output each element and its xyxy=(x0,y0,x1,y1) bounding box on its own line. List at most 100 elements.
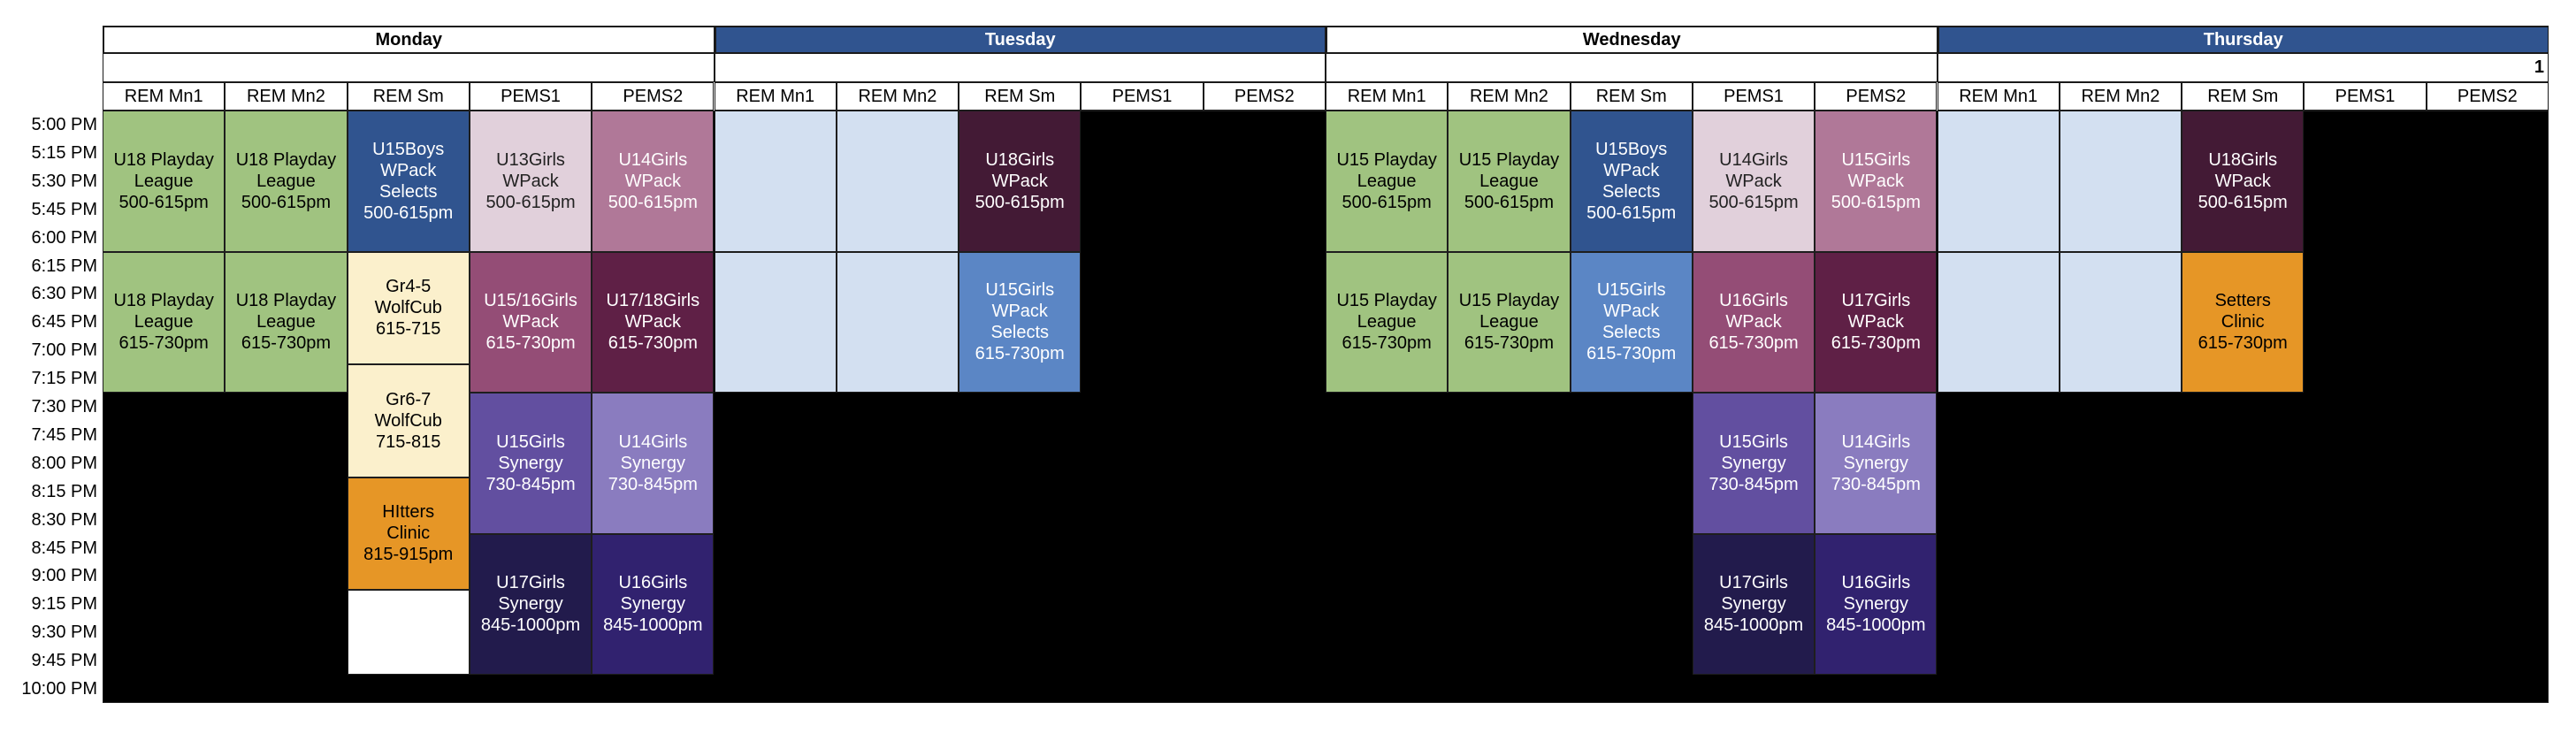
empty-slot[interactable] xyxy=(347,590,470,675)
column-header: REM Mn2 xyxy=(2059,82,2182,111)
event-text-line: 500-615pm xyxy=(1586,202,1677,223)
empty-slot[interactable] xyxy=(836,111,959,252)
time-label: 7:30 PM xyxy=(31,397,97,416)
empty-slot[interactable] xyxy=(714,111,837,252)
schedule-event[interactable]: U16Girls Synergy 845-1000pm xyxy=(592,533,715,675)
schedule-event[interactable]: U16Girls WPack 615-730pm xyxy=(1692,251,1815,393)
schedule-event[interactable]: Setters Clinic 615-730pm xyxy=(2182,251,2305,393)
event-text-line: Gr4-5 xyxy=(386,277,432,297)
empty-slot[interactable] xyxy=(836,251,959,393)
schedule-event[interactable]: U14Girls WPack 500-615pm xyxy=(1692,111,1815,252)
schedule-event[interactable]: HItters Clinic 815-915pm xyxy=(347,477,470,591)
event-text-line: 500-615pm xyxy=(241,192,332,212)
empty-slot[interactable] xyxy=(2059,251,2182,393)
event-text-line: Synergy xyxy=(1721,453,1786,473)
event-text-line: 615-730pm xyxy=(1342,333,1432,354)
time-label: 7:00 PM xyxy=(31,340,97,361)
event-text-line: U14Girls xyxy=(1841,432,1911,452)
schedule-event[interactable]: U18 Playday League 615-730pm xyxy=(225,251,348,393)
schedule-event[interactable]: U17/18Girls WPack 615-730pm xyxy=(592,251,715,393)
empty-slot[interactable] xyxy=(714,251,837,393)
event-text-line: WPack xyxy=(1847,312,1904,332)
schedule-event[interactable]: U15Girls Synergy 730-845pm xyxy=(1692,393,1815,534)
event-text-line: 615-715 xyxy=(376,319,441,340)
event-text-line: WolfCub xyxy=(374,298,442,318)
event-text-line: U14Girls xyxy=(1719,149,1788,170)
event-text-line: 500-615pm xyxy=(363,202,454,223)
schedule-event[interactable]: U18 Playday League 500-615pm xyxy=(103,111,225,252)
schedule-event[interactable]: U15 Playday League 615-730pm xyxy=(1448,251,1571,393)
schedule-event[interactable]: U15Girls Synergy 730-845pm xyxy=(469,393,592,534)
column-header: PEMS1 xyxy=(2304,82,2427,111)
event-text-line: U15Boys xyxy=(1595,139,1668,159)
schedule-event[interactable]: U14Girls WPack 500-615pm xyxy=(592,111,715,252)
time-label: 9:15 PM xyxy=(31,594,97,615)
schedule-event[interactable]: U15 Playday League 500-615pm xyxy=(1448,111,1571,252)
schedule-event[interactable]: U18 Playday League 500-615pm xyxy=(225,111,348,252)
schedule-event[interactable]: U15/16Girls WPack 615-730pm xyxy=(469,251,592,393)
schedule-event[interactable]: U18 Playday League 615-730pm xyxy=(103,251,225,393)
column-header: PEMS1 xyxy=(1081,82,1204,111)
schedule-event[interactable]: U17Girls WPack 615-730pm xyxy=(1815,251,1938,393)
schedule-event[interactable]: U14Girls Synergy 730-845pm xyxy=(592,393,715,534)
event-text-line: U15Girls xyxy=(496,432,565,452)
schedule-event[interactable]: U15Boys WPack Selects 500-615pm xyxy=(347,111,470,252)
schedule-event[interactable]: U15Girls WPack Selects 615-730pm xyxy=(1570,251,1693,393)
event-text-line: League xyxy=(256,171,316,191)
column-header: REM Sm xyxy=(2182,82,2305,111)
day-header-tuesday: Tuesday xyxy=(714,26,1326,54)
day-header-wednesday: Wednesday xyxy=(1326,26,1938,54)
event-text-line: 845-1000pm xyxy=(1703,615,1804,636)
column-header: PEMS1 xyxy=(1692,82,1815,111)
time-label: 5:30 PM xyxy=(31,171,97,191)
event-text-line: Synergy xyxy=(1843,453,1909,473)
event-text-line: U18Girls xyxy=(985,149,1055,170)
event-text-line: Selects xyxy=(1601,181,1661,202)
time-label: 5:45 PM xyxy=(31,199,97,219)
schedule-event[interactable]: U13Girls WPack 500-615pm xyxy=(469,111,592,252)
event-text-line: League xyxy=(1357,312,1417,332)
schedule-event[interactable]: U18Girls WPack 500-615pm xyxy=(2182,111,2305,252)
schedule-event[interactable]: U15Girls WPack 500-615pm xyxy=(1815,111,1938,252)
event-text-line: 615-730pm xyxy=(2198,333,2288,354)
schedule-event[interactable]: Gr4-5 WolfCub 615-715 xyxy=(347,251,470,365)
time-label: 9:30 PM xyxy=(31,623,97,643)
schedule-event[interactable]: U15Girls WPack Selects 615-730pm xyxy=(959,251,1082,393)
schedule-event[interactable]: U16Girls Synergy 845-1000pm xyxy=(1815,533,1938,675)
column-header: PEMS2 xyxy=(1203,82,1326,111)
schedule-event[interactable]: U15Boys WPack Selects 500-615pm xyxy=(1570,111,1693,252)
event-text-line: 815-915pm xyxy=(363,545,454,565)
time-label: 6:45 PM xyxy=(31,312,97,332)
schedule-event[interactable]: Gr6-7 WolfCub 715-815 xyxy=(347,364,470,477)
schedule-event[interactable]: U14Girls Synergy 730-845pm xyxy=(1815,393,1938,534)
schedule-event[interactable]: U15 Playday League 500-615pm xyxy=(1326,111,1449,252)
empty-slot[interactable] xyxy=(2059,111,2182,252)
time-label: 5:00 PM xyxy=(31,115,97,134)
schedule-event[interactable]: U15 Playday League 615-730pm xyxy=(1326,251,1449,393)
event-text-line: U17Girls xyxy=(1719,573,1788,593)
event-text-line: Selects xyxy=(1601,323,1661,343)
event-text-line: 500-615pm xyxy=(1464,192,1555,212)
event-text-line: Setters xyxy=(2214,291,2271,311)
day-header-monday: Monday xyxy=(103,26,715,54)
event-text-line: League xyxy=(1357,171,1417,191)
column-header: REM Sm xyxy=(959,82,1082,111)
column-header: REM Mn1 xyxy=(714,82,837,111)
event-text-line: U18 Playday xyxy=(113,149,214,170)
event-text-line: WPack xyxy=(380,160,437,180)
schedule-event[interactable]: U17Girls Synergy 845-1000pm xyxy=(1692,533,1815,675)
schedule-event[interactable]: U17Girls Synergy 845-1000pm xyxy=(469,533,592,675)
event-text-line: U15 Playday xyxy=(1458,149,1560,170)
event-text-line: WolfCub xyxy=(374,410,442,431)
schedule-event[interactable]: U18Girls WPack 500-615pm xyxy=(959,111,1082,252)
event-text-line: U16Girls xyxy=(618,573,688,593)
event-text-line: Clinic xyxy=(2221,312,2265,332)
column-header: REM Mn2 xyxy=(836,82,959,111)
time-label: 7:15 PM xyxy=(31,369,97,389)
empty-slot[interactable] xyxy=(1937,251,2060,393)
event-text-line: League xyxy=(134,312,194,332)
event-text-line: U18 Playday xyxy=(113,291,214,311)
empty-slot[interactable] xyxy=(1937,111,2060,252)
column-header: PEMS2 xyxy=(2426,82,2549,111)
